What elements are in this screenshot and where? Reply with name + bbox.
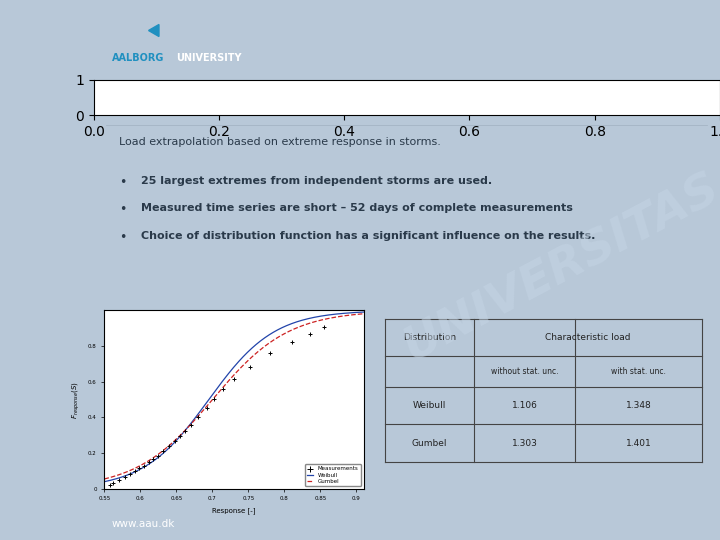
Text: •: • [119,231,126,244]
Text: 1.348: 1.348 [626,401,652,410]
Text: •: • [119,203,126,216]
Text: www.aau.dk: www.aau.dk [112,519,175,529]
Text: 1.106: 1.106 [512,401,538,410]
Text: AALBORG: AALBORG [112,52,164,63]
X-axis label: Response [-]: Response [-] [212,507,256,514]
Text: UNIVERSITY: UNIVERSITY [176,52,242,63]
Text: Numerical Example: Numerical Example [119,99,284,114]
Text: Characteristic load: Characteristic load [545,333,631,342]
Text: Gumbel: Gumbel [412,438,447,448]
Text: 1.303: 1.303 [512,438,538,448]
Text: Choice of distribution function has a significant influence on the results.: Choice of distribution function has a si… [140,231,595,241]
Text: UNIVERSITAS: UNIVERSITAS [396,166,720,370]
Y-axis label: $F_{response}(S)$: $F_{response}(S)$ [71,381,83,418]
Text: 25 largest extremes from independent storms are used.: 25 largest extremes from independent sto… [140,176,492,186]
Text: 1.401: 1.401 [626,438,652,448]
Text: Load extrapolation based on extreme response in storms.: Load extrapolation based on extreme resp… [119,137,441,147]
Text: Weibull: Weibull [413,401,446,410]
Text: without stat. unc.: without stat. unc. [491,367,558,376]
Text: with stat. unc.: with stat. unc. [611,367,666,376]
Text: Measured time series are short – 52 days of complete measurements: Measured time series are short – 52 days… [140,203,572,213]
Text: Distribution: Distribution [403,333,456,342]
Legend: Measurements, Weibull, Gumbel: Measurements, Weibull, Gumbel [305,464,361,486]
Text: •: • [119,176,126,188]
